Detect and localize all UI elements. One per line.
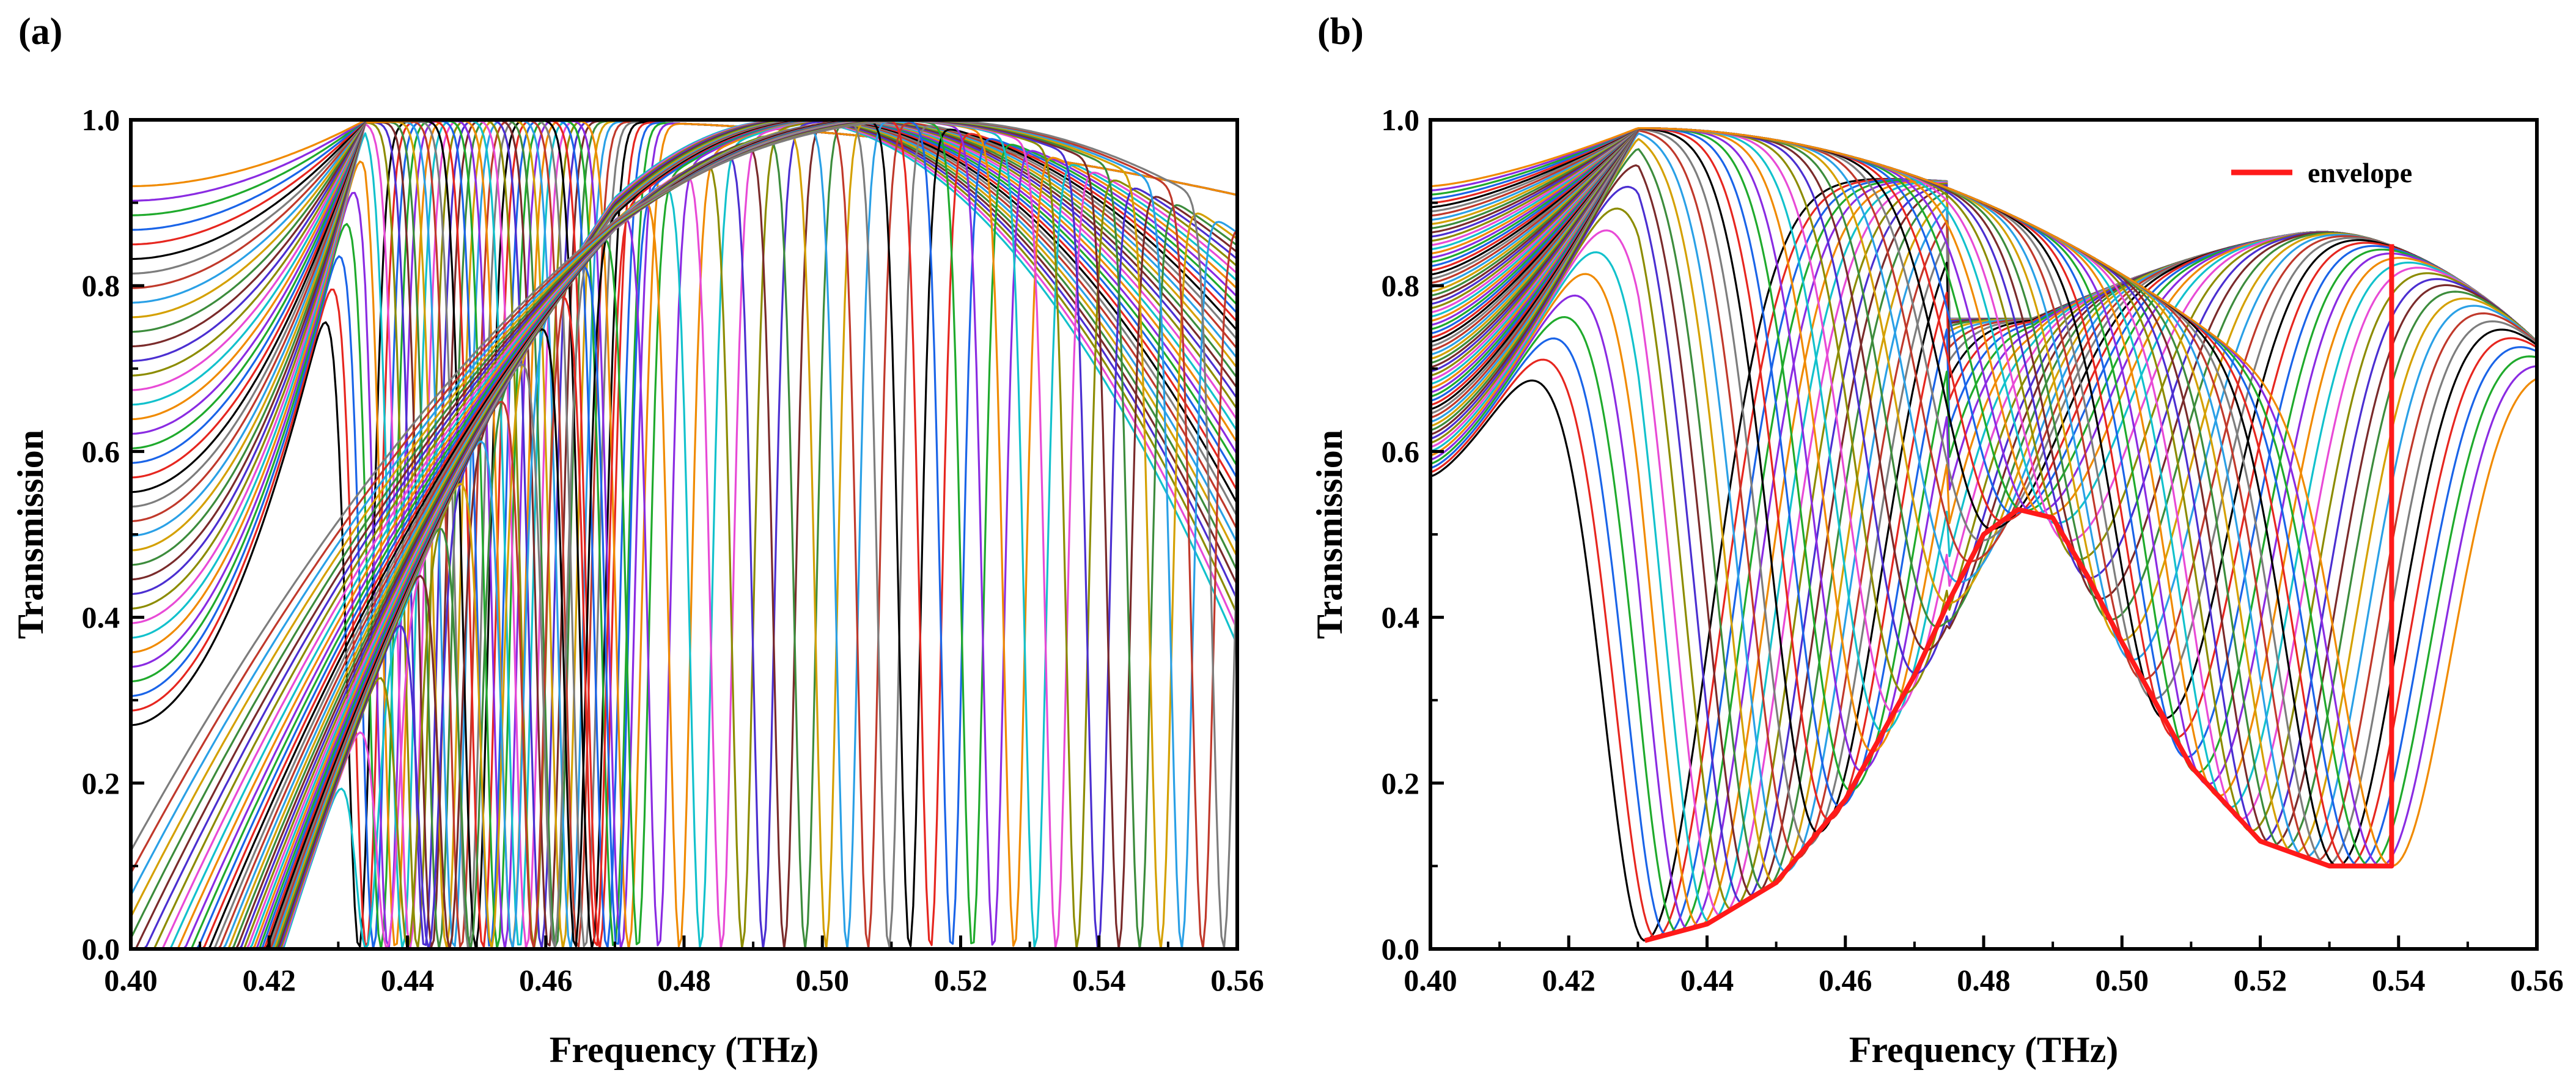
y-tick-label: 0.0 xyxy=(1382,932,1420,966)
y-tick-label: 1.0 xyxy=(1382,103,1420,137)
panel-a: (a) 0.40 0.42 0.44 0.46 0.48 0.50 0.52 0.54 0.56… xyxy=(10,11,1264,1070)
x-tick-label: 0.40 xyxy=(1404,963,1457,997)
panel-a-curves xyxy=(130,119,1238,950)
x-tick-label: 0.46 xyxy=(1819,963,1872,997)
panel-b: (b) 0.40 0.42 0.44 0.46 0.48 0.50 0.52 0.54 0.56… xyxy=(1309,11,2564,1070)
y-tick-label: 0.4 xyxy=(1382,600,1420,635)
x-tick-label: 0.48 xyxy=(657,963,711,997)
series-line xyxy=(131,119,1238,950)
x-tick-label: 0.52 xyxy=(934,963,988,997)
series-line xyxy=(130,119,1238,949)
x-tick-label: 0.54 xyxy=(1072,963,1126,997)
series-line xyxy=(131,119,1238,950)
x-tick-label: 0.54 xyxy=(2372,963,2426,997)
y-tick-label: 0.6 xyxy=(1382,434,1420,468)
x-tick-label: 0.44 xyxy=(1680,963,1734,997)
panel-b-ylabel: Transmission xyxy=(1309,430,1350,639)
y-tick-label: 0.2 xyxy=(1382,766,1420,800)
series-line xyxy=(131,119,1238,950)
panel-a-ylabel: Transmission xyxy=(10,430,51,639)
y-tick-label: 0.0 xyxy=(82,932,120,966)
envelope-line xyxy=(1644,244,2394,943)
panel-b-curves xyxy=(1430,127,2538,943)
x-tick-label: 0.42 xyxy=(1542,963,1596,997)
y-tick-label: 0.6 xyxy=(82,434,120,468)
y-tick-label: 0.8 xyxy=(82,268,120,303)
panel-a-xlabel: Frequency (THz) xyxy=(550,1030,819,1070)
x-tick-label: 0.42 xyxy=(243,963,296,997)
legend: envelope xyxy=(2231,157,2412,188)
panel-a-ticks: 0.40 0.42 0.44 0.46 0.48 0.50 0.52 0.54 0.56 0.0 0… xyxy=(82,103,1264,997)
x-tick-label: 0.40 xyxy=(104,963,158,997)
series-line xyxy=(131,119,1238,950)
series-line xyxy=(131,119,1238,950)
series-line xyxy=(131,119,1238,950)
series-line xyxy=(131,119,1238,950)
series-line xyxy=(131,119,1238,950)
panel-b-label: (b) xyxy=(1317,11,1364,53)
panel-a-label: (a) xyxy=(18,11,62,53)
series-line xyxy=(131,119,1238,950)
y-tick-label: 1.0 xyxy=(82,103,120,137)
x-tick-label: 0.50 xyxy=(796,963,850,997)
series-line xyxy=(1430,127,2537,867)
x-tick-label: 0.56 xyxy=(2510,963,2564,997)
panel-b-xlabel: Frequency (THz) xyxy=(1849,1030,2118,1070)
x-tick-label: 0.50 xyxy=(2096,963,2149,997)
panel-b-ticks: 0.40 0.42 0.44 0.46 0.48 0.50 0.52 0.54 0.56 0.0 0… xyxy=(1382,103,2564,997)
y-tick-label: 0.2 xyxy=(82,766,120,800)
series-line xyxy=(131,119,1238,950)
x-tick-label: 0.46 xyxy=(519,963,573,997)
x-tick-label: 0.48 xyxy=(1957,963,2011,997)
y-tick-label: 0.8 xyxy=(1382,268,1420,303)
x-tick-label: 0.56 xyxy=(1210,963,1264,997)
series-line xyxy=(131,119,1238,950)
x-tick-label: 0.52 xyxy=(2234,963,2287,997)
legend-label-envelope: envelope xyxy=(2308,157,2412,188)
x-tick-label: 0.44 xyxy=(381,963,435,997)
y-tick-label: 0.4 xyxy=(82,600,120,635)
